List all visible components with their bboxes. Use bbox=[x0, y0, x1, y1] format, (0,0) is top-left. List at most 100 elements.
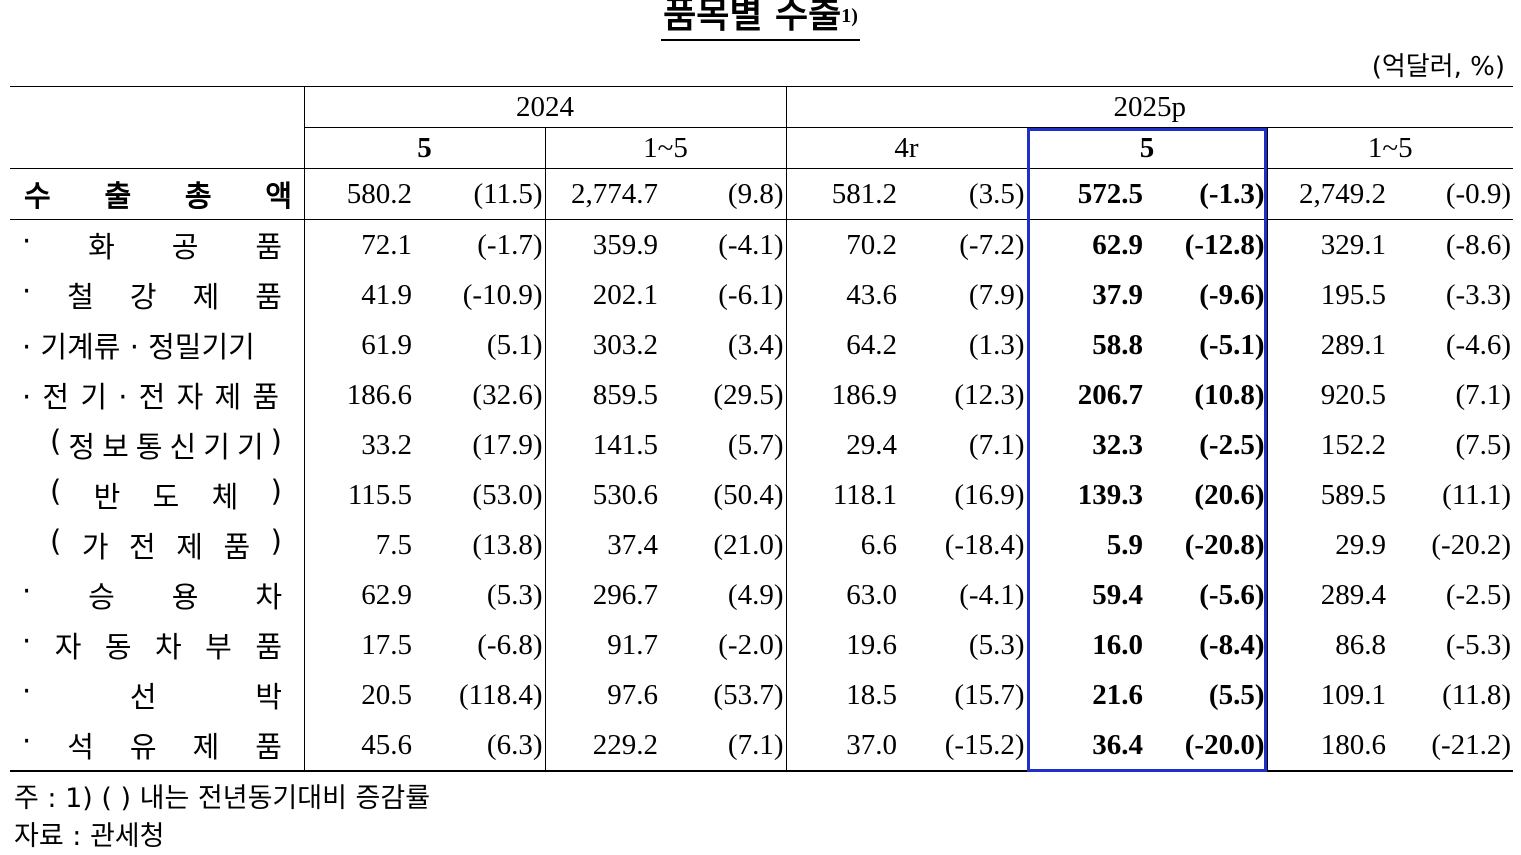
value-cell: 37.9 bbox=[1026, 270, 1147, 320]
change-rate-cell: (-4.1) bbox=[959, 578, 1025, 611]
change-rate-cell: (-2.5) bbox=[1199, 428, 1265, 461]
value-cell: 2,749.2 bbox=[1266, 168, 1390, 220]
table-row: (가 전 제 품) 7.5 (13.8) 37.4 (21.0) 6.6 (-18.4) 5.9 (-… bbox=[10, 520, 1513, 570]
source-note: 자료 : 관세청 bbox=[14, 821, 165, 852]
change-rate-cell: (5.1) bbox=[486, 328, 543, 361]
value-cell: 21.6 bbox=[1026, 670, 1147, 720]
value-cell: 41.9 bbox=[303, 270, 416, 320]
export-table: 2024 2025p 5 1~5 4r 5 1~5 수 출 총 액 580.2 (11.5… bbox=[10, 86, 1514, 772]
value-cell: 36.4 bbox=[1026, 720, 1147, 772]
value-cell: 72.1 bbox=[303, 219, 416, 270]
value-cell: 530.6 bbox=[544, 470, 662, 520]
value-cell: 61.9 bbox=[303, 320, 416, 370]
total-row: 수 출 총 액 580.2 (11.5) 2,774.7 (9.8) 581.2 (3.5) 572… bbox=[10, 168, 1514, 220]
value-cell: 303.2 bbox=[544, 320, 662, 370]
change-rate-cell: (1.3) bbox=[968, 328, 1025, 361]
value-cell: 115.5 bbox=[303, 470, 416, 520]
value-cell: 289.4 bbox=[1266, 570, 1390, 620]
value-cell: 58.8 bbox=[1026, 320, 1147, 370]
change-rate-cell: (4.9) bbox=[727, 578, 784, 611]
change-rate-cell: (32.6) bbox=[472, 378, 543, 411]
value-cell: 29.4 bbox=[785, 420, 901, 470]
change-rate-cell: (7.1) bbox=[968, 428, 1025, 461]
value-cell: 63.0 bbox=[785, 570, 901, 620]
row-label: · 선 박 bbox=[22, 674, 282, 714]
change-rate-cell: (-3.3) bbox=[1445, 278, 1512, 311]
change-rate-cell: (5.5) bbox=[1208, 678, 1265, 711]
change-rate-cell: (11.5) bbox=[473, 177, 543, 210]
change-rate-cell: (-1.3) bbox=[1199, 177, 1265, 210]
change-rate-cell: (53.7) bbox=[713, 678, 784, 711]
value-cell: 289.1 bbox=[1266, 320, 1390, 370]
value-cell: 32.3 bbox=[1026, 420, 1147, 470]
change-rate-cell: (-8.6) bbox=[1445, 228, 1512, 261]
value-cell: 7.5 bbox=[303, 520, 416, 570]
change-rate-cell: (-2.5) bbox=[1445, 578, 1512, 611]
row-label: · 화 공 품 bbox=[22, 224, 282, 264]
value-cell: 16.0 bbox=[1026, 620, 1147, 670]
change-rate-cell: (10.8) bbox=[1194, 378, 1265, 411]
table-row: · 기계류 · 정밀기기 61.9 (5.1) 303.2 (3.4) 64.2 (1.3)… bbox=[10, 320, 1513, 370]
change-rate-cell: (-20.8) bbox=[1184, 528, 1265, 561]
value-cell: 86.8 bbox=[1266, 620, 1390, 670]
value-cell: 62.9 bbox=[303, 570, 416, 620]
value-cell: 195.5 bbox=[1266, 270, 1390, 320]
change-rate-cell: (-18.4) bbox=[944, 528, 1025, 561]
change-rate-cell: (-20.2) bbox=[1431, 528, 1512, 561]
header-row-period: 5 1~5 4r 5 1~5 bbox=[10, 127, 1514, 169]
value-cell: 37.4 bbox=[544, 520, 662, 570]
value-cell: 202.1 bbox=[544, 270, 662, 320]
value-cell: 19.6 bbox=[785, 620, 901, 670]
value-cell: 17.5 bbox=[303, 620, 416, 670]
change-rate-cell: (-1.7) bbox=[477, 228, 543, 261]
value-cell: 859.5 bbox=[544, 370, 662, 420]
change-rate-cell: (9.8) bbox=[727, 177, 784, 210]
change-rate-cell: (50.4) bbox=[713, 478, 784, 511]
value-cell: 229.2 bbox=[544, 720, 662, 772]
change-rate-cell: (5.7) bbox=[727, 428, 784, 461]
change-rate-cell: (-4.6) bbox=[1445, 328, 1512, 361]
value-cell: 45.6 bbox=[303, 720, 416, 772]
change-rate-cell: (-12.8) bbox=[1184, 228, 1265, 261]
change-rate-cell: (-4.1) bbox=[718, 228, 784, 261]
change-rate-cell: (7.5) bbox=[1455, 428, 1512, 461]
value-cell: 109.1 bbox=[1266, 670, 1390, 720]
change-rate-cell: (3.5) bbox=[968, 177, 1025, 210]
change-rate-cell: (-2.0) bbox=[718, 628, 784, 661]
change-rate-cell: (11.8) bbox=[1442, 678, 1512, 711]
row-label: · 자 동 차 부 품 bbox=[22, 624, 282, 664]
change-rate-cell: (7.9) bbox=[968, 278, 1025, 311]
change-rate-cell: (-5.6) bbox=[1199, 578, 1265, 611]
value-cell: 206.7 bbox=[1026, 370, 1147, 420]
row-label: · 승 용 차 bbox=[22, 574, 282, 614]
value-cell: 589.5 bbox=[1266, 470, 1390, 520]
change-rate-cell: (-10.9) bbox=[462, 278, 543, 311]
value-cell: 141.5 bbox=[544, 420, 662, 470]
table-row: · 철 강 제 품 41.9 (-10.9) 202.1 (-6.1) 43.6 (7.9) 37.9… bbox=[10, 270, 1513, 320]
row-label: · 석 유 제 품 bbox=[10, 720, 304, 772]
change-rate-cell: (13.8) bbox=[472, 528, 543, 561]
table-row: · 전 기 · 전 자 제 품 186.6 (32.6) 859.5 (29.5) 186… bbox=[10, 370, 1513, 420]
change-rate-cell: (-6.1) bbox=[718, 278, 784, 311]
value-cell: 180.6 bbox=[1266, 720, 1390, 772]
value-cell: 6.6 bbox=[785, 520, 901, 570]
change-rate-cell: (-7.2) bbox=[959, 228, 1025, 261]
header-year-2025: 2025p bbox=[785, 86, 1514, 128]
change-rate-cell: (5.3) bbox=[968, 628, 1025, 661]
change-rate-cell: (15.7) bbox=[954, 678, 1025, 711]
row-label: (가 전 제 품) bbox=[50, 524, 282, 564]
change-rate-cell: (-15.2) bbox=[901, 720, 1027, 772]
change-rate-cell: (11.1) bbox=[1442, 478, 1512, 511]
value-cell: 118.1 bbox=[785, 470, 901, 520]
change-rate-cell: (-21.2) bbox=[1390, 720, 1514, 772]
change-rate-cell: (5.3) bbox=[486, 578, 543, 611]
change-rate-cell: (7.1) bbox=[1455, 378, 1512, 411]
change-rate-cell: (118.4) bbox=[459, 678, 543, 711]
change-rate-cell: (-20.0) bbox=[1147, 720, 1267, 772]
change-rate-cell: (6.3) bbox=[416, 720, 545, 772]
value-cell: 91.7 bbox=[544, 620, 662, 670]
table-row: (반 도 체) 115.5 (53.0) 530.6 (50.4) 118.1 (16.9) 13… bbox=[10, 470, 1513, 520]
table-row: · 선 박 20.5 (118.4) 97.6 (53.7) 18.5 (15.7) 21.6 (5… bbox=[10, 670, 1513, 720]
change-rate-cell: (-0.9) bbox=[1445, 177, 1512, 210]
